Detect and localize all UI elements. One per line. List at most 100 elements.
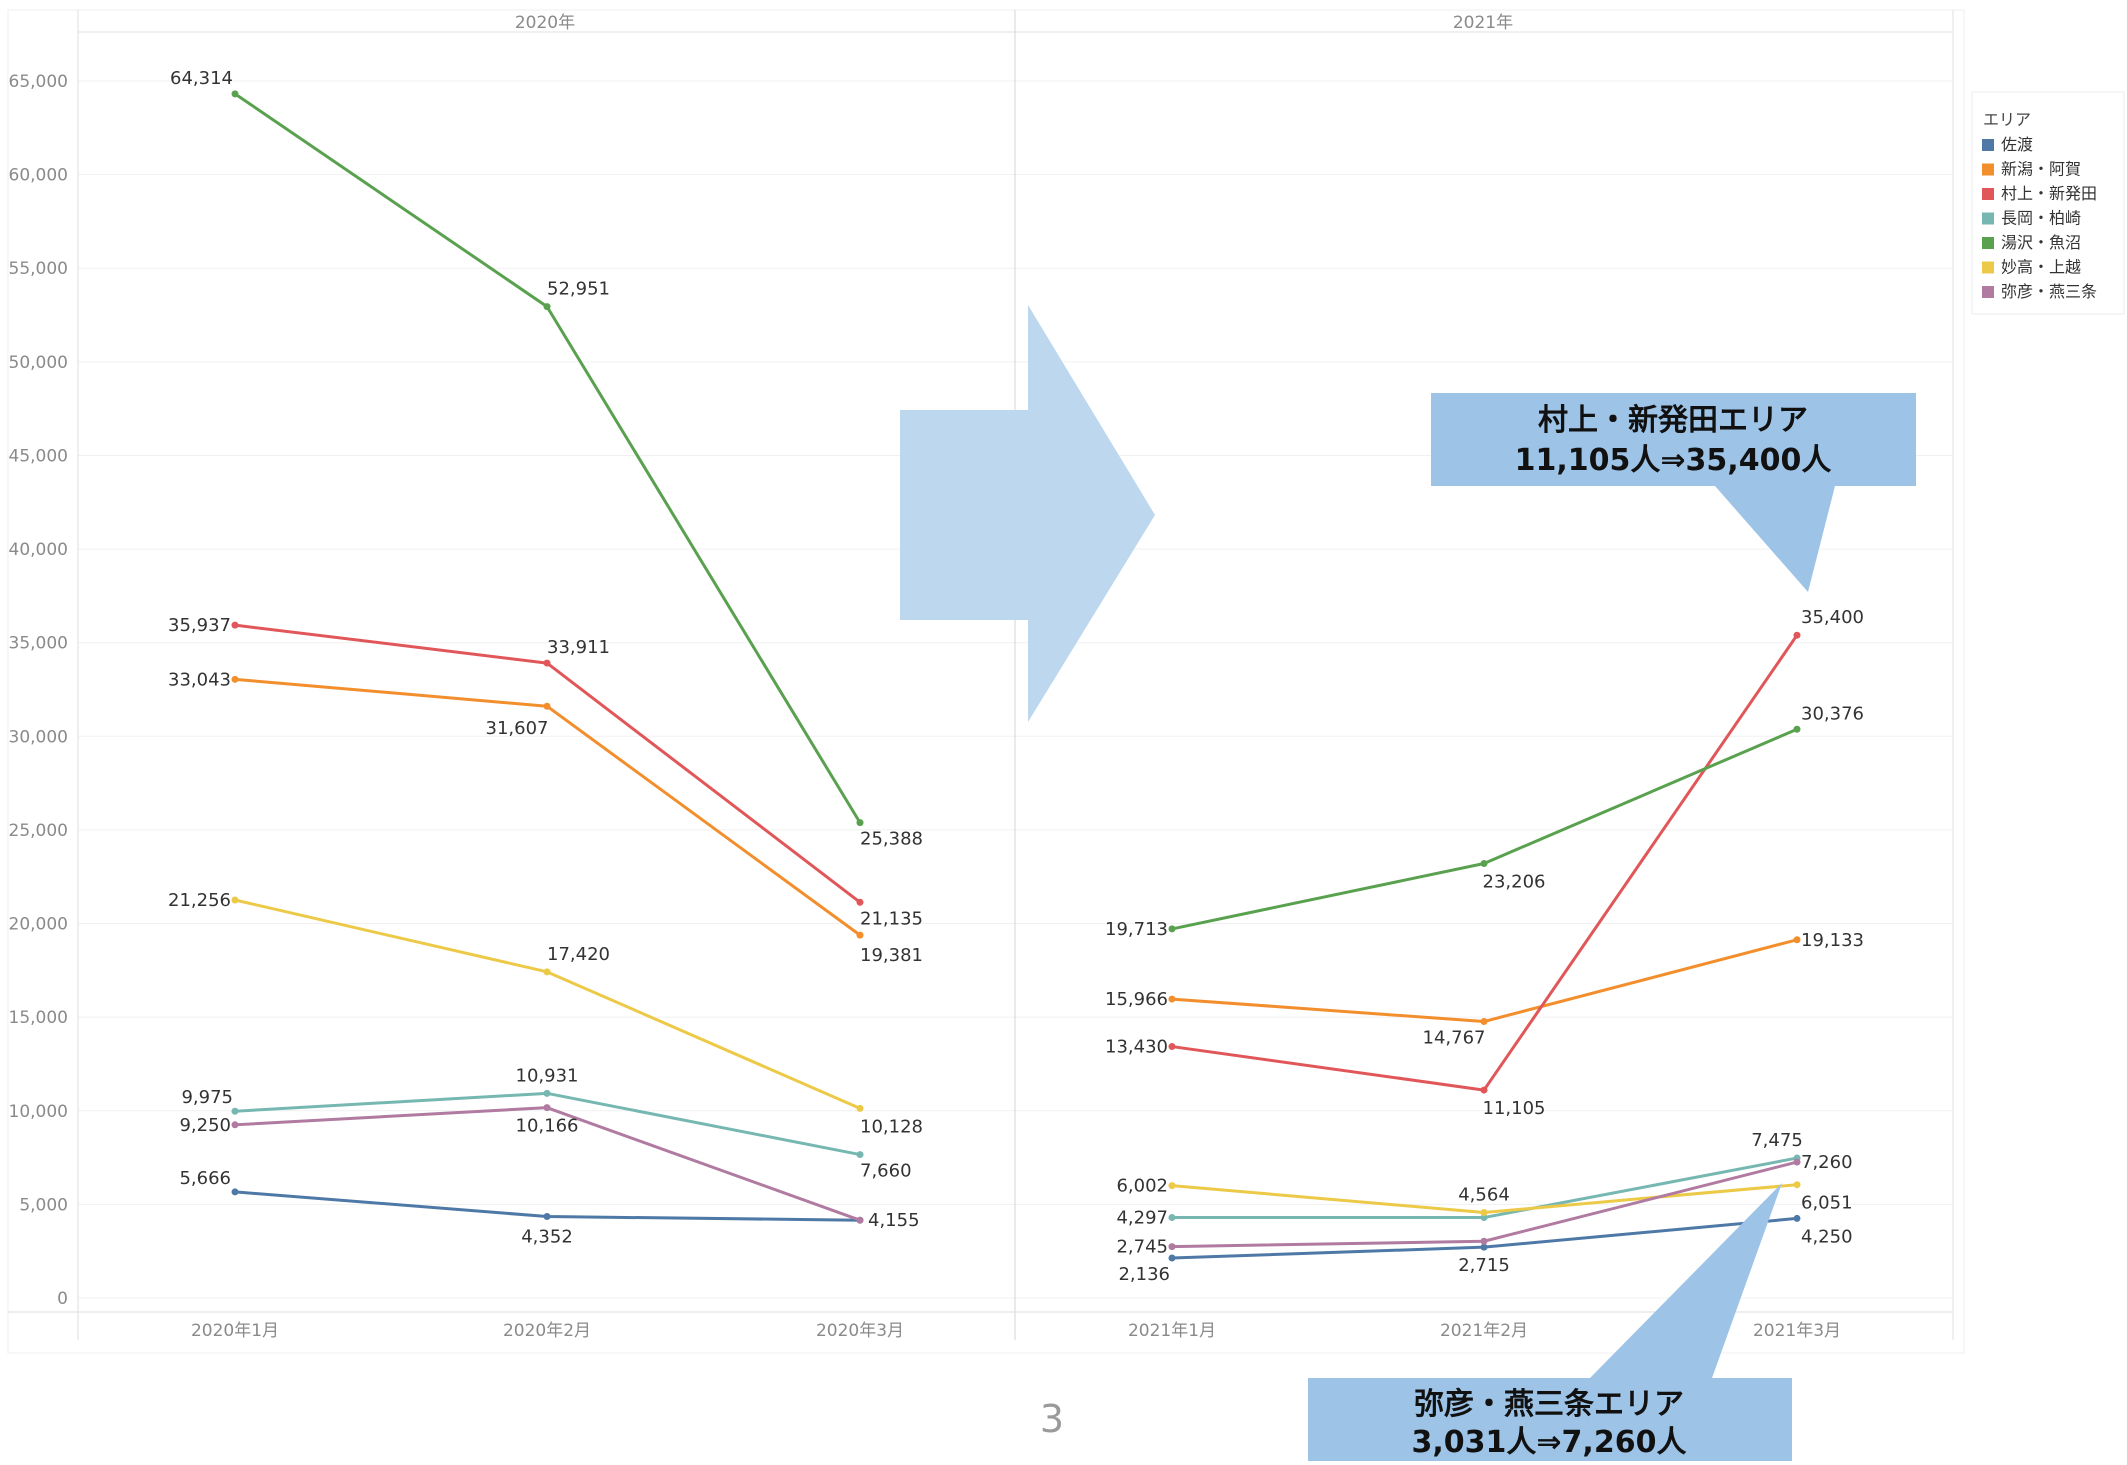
legend-swatch bbox=[1982, 163, 1994, 176]
data-point bbox=[1793, 1214, 1801, 1222]
data-label: 10,128 bbox=[860, 1116, 923, 1137]
data-label: 10,166 bbox=[516, 1116, 579, 1137]
data-label: 4,250 bbox=[1801, 1226, 1853, 1247]
data-point bbox=[1168, 925, 1176, 933]
data-label: 6,051 bbox=[1801, 1193, 1853, 1214]
pane-header-2020: 2020年 bbox=[515, 13, 575, 33]
data-point bbox=[543, 659, 551, 667]
y-tick-label: 20,000 bbox=[9, 915, 68, 935]
y-tick-label: 0 bbox=[57, 1289, 68, 1309]
data-point bbox=[1793, 936, 1801, 944]
y-tick-label: 55,000 bbox=[9, 259, 68, 279]
data-label: 64,314 bbox=[170, 68, 233, 89]
data-label: 7,660 bbox=[860, 1161, 912, 1182]
legend-item-label: 湯沢・魚沼 bbox=[2001, 233, 2081, 252]
y-tick-label: 65,000 bbox=[9, 72, 68, 92]
callout-murakami-line1: 村上・新発田エリア bbox=[1538, 403, 1808, 438]
data-point bbox=[543, 702, 551, 710]
x-tick-label: 2020年1月 bbox=[191, 1321, 279, 1341]
pane-header-2021: 2021年 bbox=[1453, 13, 1513, 33]
data-point bbox=[856, 931, 864, 939]
data-label: 19,133 bbox=[1801, 930, 1864, 951]
data-point bbox=[1480, 860, 1488, 868]
x-tick-label: 2021年3月 bbox=[1753, 1321, 1841, 1341]
data-point bbox=[543, 1104, 551, 1112]
legend-swatch bbox=[1982, 237, 1994, 249]
legend-item-label: 妙高・上越 bbox=[2001, 258, 2081, 277]
data-labels-layer: 5,666 4,352 4,155 33,043 31,607 19,381 35,937 3… bbox=[168, 68, 1864, 1285]
data-point bbox=[1793, 725, 1801, 733]
y-tick-label: 10,000 bbox=[9, 1102, 68, 1122]
data-point bbox=[1168, 995, 1176, 1003]
transition-arrow-icon bbox=[900, 305, 1155, 722]
series-layer bbox=[231, 90, 1801, 1262]
callout-murakami-box bbox=[1431, 393, 1916, 592]
callout-yahiko-box bbox=[1308, 1183, 1792, 1461]
data-label: 52,951 bbox=[547, 279, 610, 300]
callout-murakami: 村上・新発田エリア 11,105人⇒35,400人 bbox=[1431, 393, 1916, 592]
data-label: 10,931 bbox=[516, 1065, 579, 1086]
legend-item-label: 佐渡 bbox=[2001, 135, 2033, 154]
y-tick-label: 40,000 bbox=[9, 540, 68, 560]
y-axis: 0 5,000 10,000 15,000 20,000 25,000 30,000 35,0… bbox=[9, 10, 79, 1340]
data-point bbox=[1480, 1243, 1488, 1251]
data-point bbox=[1480, 1237, 1488, 1245]
legend-swatch bbox=[1982, 286, 1994, 298]
data-point bbox=[856, 1151, 864, 1159]
gridlines bbox=[78, 10, 1954, 1340]
data-point bbox=[856, 898, 864, 906]
data-point bbox=[543, 1089, 551, 1097]
legend-box bbox=[1971, 91, 2125, 315]
data-label: 31,607 bbox=[486, 718, 549, 739]
data-point bbox=[856, 1216, 864, 1224]
data-label: 9,975 bbox=[181, 1087, 233, 1108]
data-point bbox=[231, 90, 239, 98]
data-point bbox=[1793, 631, 1801, 639]
callout-murakami-line2: 11,105人⇒35,400人 bbox=[1515, 443, 1832, 478]
callout-yahiko-line2: 3,031人⇒7,260人 bbox=[1412, 1425, 1687, 1460]
x-tick-label: 2021年1月 bbox=[1128, 1321, 1216, 1341]
data-point bbox=[1480, 1214, 1488, 1222]
x-tick-label: 2020年2月 bbox=[503, 1321, 591, 1341]
data-point bbox=[231, 1121, 239, 1129]
data-point bbox=[1480, 1018, 1488, 1026]
data-label: 35,400 bbox=[1801, 607, 1864, 628]
data-point bbox=[1793, 1158, 1801, 1166]
legend-swatch bbox=[1982, 261, 1994, 274]
data-label: 19,713 bbox=[1105, 919, 1168, 940]
x-axis: 2020年1月 2020年2月 2020年3月 2021年1月 2021年2月 2021年… bbox=[8, 1311, 1953, 1341]
data-label: 2,745 bbox=[1116, 1237, 1168, 1258]
data-label: 9,250 bbox=[179, 1115, 231, 1136]
y-tick-label: 35,000 bbox=[9, 634, 68, 654]
page-number: 3 bbox=[1040, 1397, 1064, 1441]
data-label: 4,297 bbox=[1116, 1208, 1168, 1229]
data-point bbox=[1168, 1182, 1176, 1190]
data-label: 2,136 bbox=[1118, 1264, 1170, 1285]
data-point bbox=[231, 896, 239, 904]
pane-title-2021: 2021年 bbox=[1453, 13, 1513, 33]
data-point bbox=[1168, 1043, 1176, 1051]
data-point bbox=[543, 1213, 551, 1221]
legend-swatch bbox=[1982, 188, 1994, 200]
callout-yahiko-line1: 弥彦・燕三条エリア bbox=[1414, 1387, 1684, 1422]
data-label: 4,564 bbox=[1458, 1185, 1510, 1206]
data-label: 11,105 bbox=[1483, 1098, 1546, 1119]
data-point bbox=[856, 1104, 864, 1112]
y-tick-label: 5,000 bbox=[19, 1195, 68, 1215]
data-point bbox=[543, 968, 551, 976]
legend-item-label: 弥彦・燕三条 bbox=[2001, 282, 2097, 301]
data-label: 15,966 bbox=[1105, 989, 1168, 1010]
data-label: 4,155 bbox=[868, 1210, 920, 1231]
x-tick-label: 2021年2月 bbox=[1440, 1321, 1528, 1341]
data-label: 21,135 bbox=[860, 908, 923, 929]
legend-swatch bbox=[1982, 212, 1994, 225]
y-tick-label: 60,000 bbox=[9, 166, 68, 186]
y-tick-label: 30,000 bbox=[9, 727, 68, 747]
data-label: 7,260 bbox=[1801, 1152, 1853, 1173]
data-label: 2,715 bbox=[1458, 1255, 1510, 1276]
data-point bbox=[1793, 1181, 1801, 1189]
data-label: 30,376 bbox=[1801, 703, 1864, 724]
legend-title: エリア bbox=[1983, 110, 2031, 129]
